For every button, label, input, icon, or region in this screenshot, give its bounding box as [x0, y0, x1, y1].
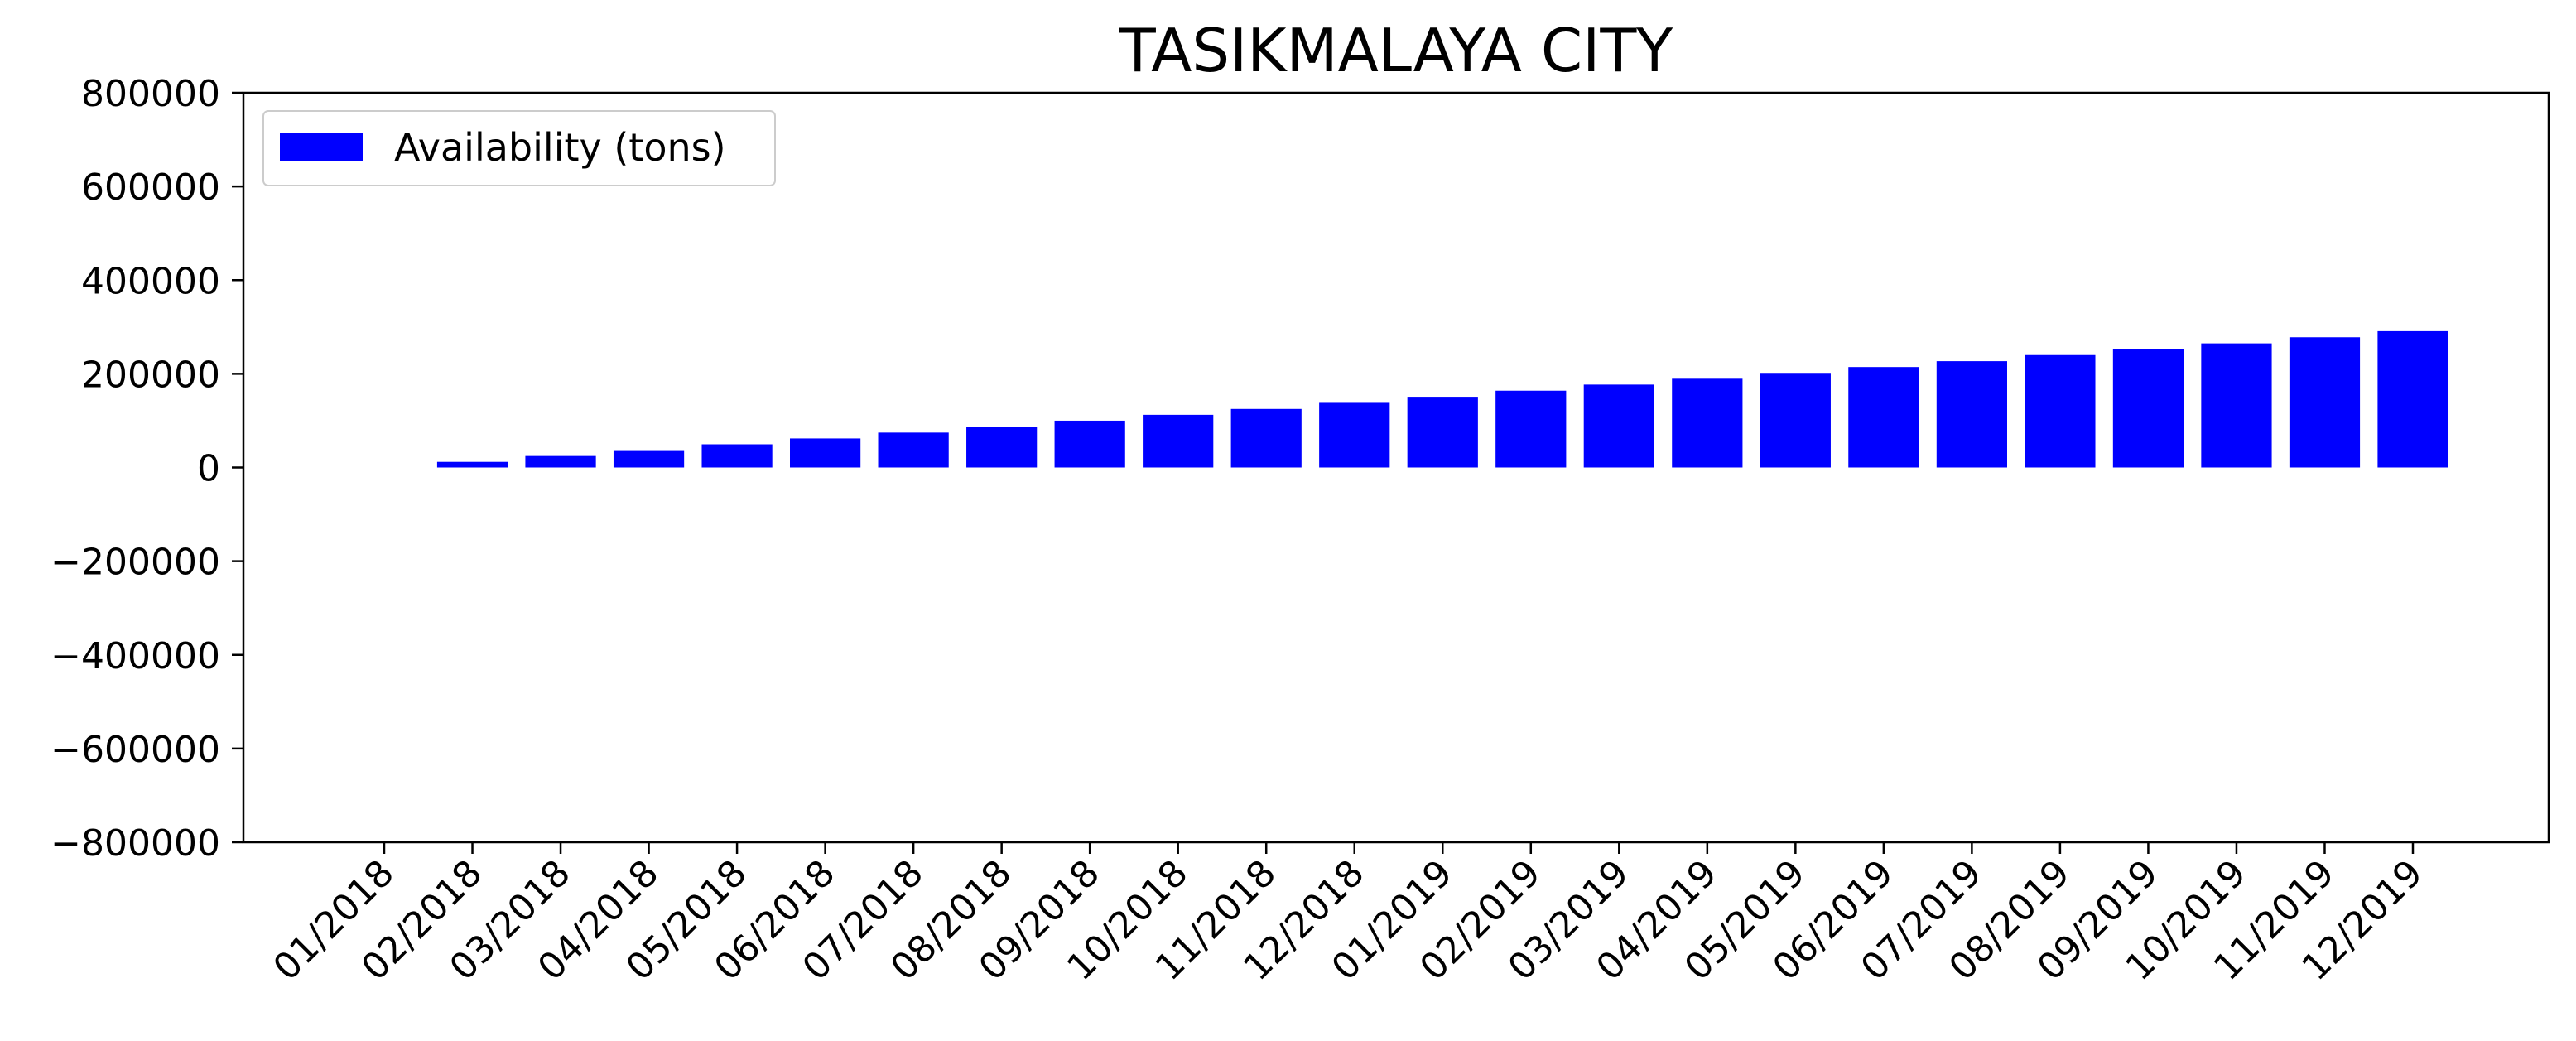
legend-swatch — [280, 133, 363, 161]
y-tick-label: 600000 — [81, 166, 220, 209]
bar — [1230, 408, 1302, 468]
bar — [613, 450, 685, 468]
bar — [2289, 337, 2361, 468]
bar-series — [436, 330, 2448, 468]
bar — [1760, 373, 1831, 468]
bar — [1936, 361, 2007, 468]
y-tick-label: 800000 — [81, 73, 220, 115]
y-tick-label: −800000 — [51, 822, 220, 865]
legend: Availability (tons) — [262, 110, 776, 186]
y-tick-label: 200000 — [81, 354, 220, 396]
bar — [1583, 384, 1654, 468]
bar — [966, 427, 1038, 468]
plot-frame — [242, 91, 2550, 844]
bar — [878, 432, 949, 468]
y-tick-label: −600000 — [51, 729, 220, 771]
chart-title: TASIKMALAYA CITY — [1119, 16, 1674, 85]
bar — [1848, 367, 1919, 468]
bar — [2112, 349, 2184, 468]
bar — [790, 438, 861, 468]
bar — [2201, 343, 2272, 468]
y-axis: 800000 600000 400000 200000 0 −200000 −400000 −… — [51, 73, 243, 865]
bar — [525, 455, 596, 468]
bar — [436, 461, 508, 468]
bar — [1672, 378, 1743, 468]
bar — [1054, 420, 1125, 468]
bar — [2025, 354, 2096, 468]
y-tick-label: 400000 — [81, 260, 220, 302]
bar — [1143, 414, 1214, 468]
bar — [1319, 402, 1390, 468]
bar — [2377, 330, 2448, 468]
legend-box — [262, 110, 776, 186]
bar — [1495, 390, 1567, 468]
y-tick-label: 0 — [197, 448, 220, 490]
y-tick-label: −400000 — [51, 635, 220, 677]
y-tick-label: −200000 — [51, 542, 220, 584]
bar — [1407, 397, 1478, 468]
legend-label: Availability (tons) — [394, 125, 726, 170]
bar — [701, 444, 773, 468]
